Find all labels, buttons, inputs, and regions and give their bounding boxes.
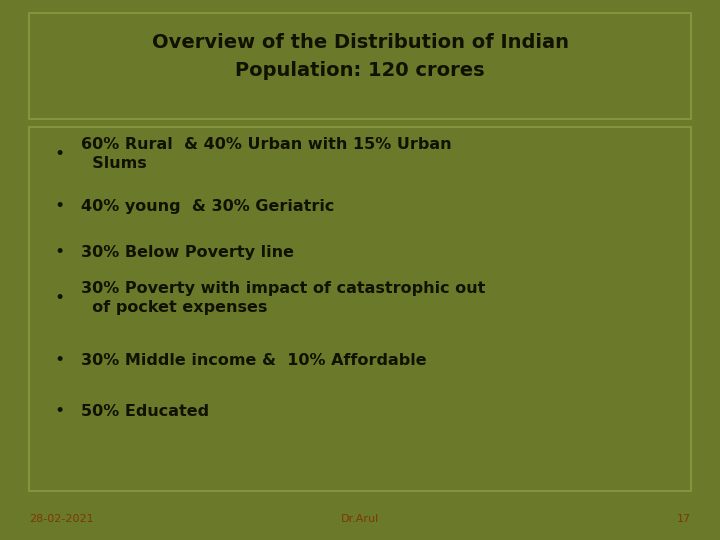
- Text: •: •: [54, 145, 64, 163]
- Text: 40% young  & 30% Geriatric: 40% young & 30% Geriatric: [81, 199, 335, 214]
- Text: •: •: [54, 289, 64, 307]
- Text: •: •: [54, 197, 64, 215]
- Text: Dr.Arul: Dr.Arul: [341, 515, 379, 524]
- Bar: [29, 14, 691, 119]
- Text: 28-02-2021: 28-02-2021: [29, 515, 94, 524]
- Text: •: •: [54, 402, 64, 421]
- Text: Overview of the Distribution of Indian
Population: 120 crores: Overview of the Distribution of Indian P…: [151, 33, 569, 80]
- Text: 50% Educated: 50% Educated: [81, 404, 210, 419]
- Bar: [29, 127, 691, 491]
- Text: 17: 17: [677, 515, 691, 524]
- Text: 30% Poverty with impact of catastrophic out
  of pocket expenses: 30% Poverty with impact of catastrophic …: [81, 281, 486, 315]
- Text: 30% Below Poverty line: 30% Below Poverty line: [81, 245, 294, 260]
- Text: 60% Rural  & 40% Urban with 15% Urban
  Slums: 60% Rural & 40% Urban with 15% Urban Slu…: [81, 137, 452, 171]
- Text: •: •: [54, 243, 64, 261]
- Text: 30% Middle income &  10% Affordable: 30% Middle income & 10% Affordable: [81, 353, 427, 368]
- Text: •: •: [54, 351, 64, 369]
